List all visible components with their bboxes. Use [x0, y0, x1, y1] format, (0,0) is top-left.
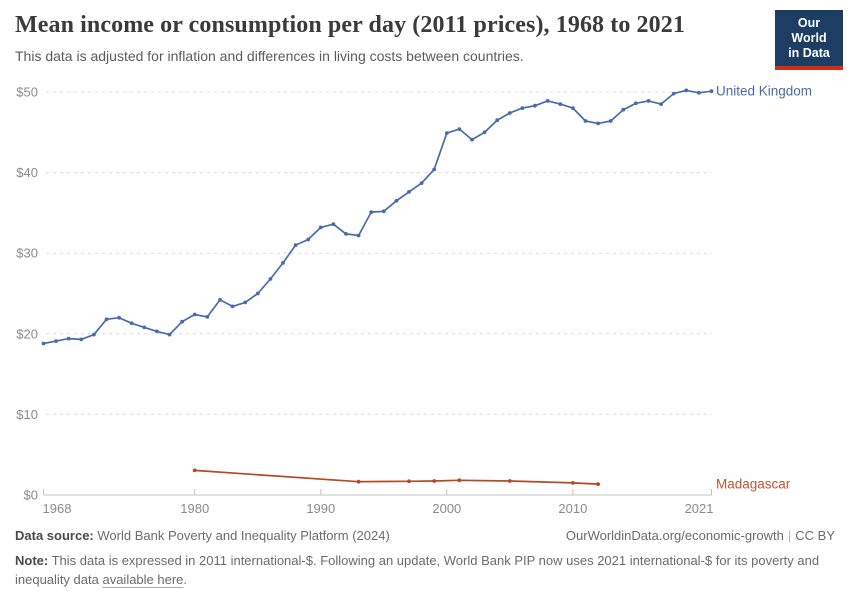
y-axis-label-30: $30 [16, 246, 38, 261]
note-body: This data is expressed in 2011 internati… [15, 553, 820, 587]
point-madagascar-1999 [432, 479, 437, 483]
point-united-kingdom-1993 [356, 233, 361, 238]
point-united-kingdom-2018 [671, 91, 676, 96]
point-madagascar-1980 [192, 468, 197, 473]
point-united-kingdom-1979 [180, 319, 185, 324]
point-united-kingdom-1975 [129, 321, 134, 326]
point-united-kingdom-1971 [79, 337, 84, 342]
point-united-kingdom-2006 [520, 106, 525, 110]
point-united-kingdom-1997 [407, 190, 411, 194]
series-label-madagascar: Madagascar [716, 477, 791, 492]
point-united-kingdom-2009 [558, 102, 563, 106]
point-united-kingdom-2017 [659, 102, 663, 106]
point-united-kingdom-2012 [596, 121, 600, 126]
point-united-kingdom-2015 [634, 101, 638, 106]
point-united-kingdom-1999 [432, 167, 437, 172]
owid-logo-text-line1: Our World [791, 16, 827, 45]
point-united-kingdom-1968 [41, 341, 46, 346]
point-united-kingdom-1977 [155, 329, 159, 334]
point-united-kingdom-1990 [318, 225, 323, 230]
data-source-label: Data source: [15, 528, 94, 543]
point-united-kingdom-1986 [268, 277, 273, 281]
line-madagascar [193, 469, 599, 485]
point-united-kingdom-1976 [142, 325, 147, 330]
y-axis-label-20: $20 [16, 326, 38, 341]
data-source: Data source: World Bank Poverty and Ineq… [15, 528, 390, 543]
y-axis-label-40: $40 [16, 165, 38, 180]
point-united-kingdom-1985 [255, 291, 260, 296]
point-united-kingdom-1995 [381, 209, 386, 214]
y-axis-label-10: $10 [16, 407, 38, 422]
point-united-kingdom-1994 [369, 210, 374, 215]
point-madagascar-2001 [457, 478, 462, 483]
point-united-kingdom-2010 [571, 106, 575, 110]
point-united-kingdom-1982 [218, 298, 222, 302]
point-united-kingdom-1983 [230, 304, 235, 309]
x-axis-label-2000: 2000 [432, 501, 461, 516]
point-united-kingdom-1991 [331, 222, 336, 227]
point-united-kingdom-2002 [470, 137, 474, 142]
note-period: . [183, 572, 188, 587]
x-axis-label-1968: 1968 [43, 501, 72, 516]
point-madagascar-2005 [507, 479, 512, 483]
point-united-kingdom-1989 [306, 237, 311, 242]
point-united-kingdom-1988 [293, 243, 298, 248]
point-united-kingdom-2013 [608, 119, 613, 123]
x-axis-label-2010: 2010 [558, 501, 587, 516]
point-united-kingdom-1980 [192, 312, 197, 317]
attribution-separator: | [787, 528, 792, 543]
attribution: OurWorldinData.org/economic-growth | CC BY [566, 528, 835, 543]
point-united-kingdom-1987 [281, 261, 285, 265]
data-source-value: World Bank Poverty and Inequality Platfo… [97, 528, 390, 543]
point-united-kingdom-1984 [243, 300, 248, 305]
footer-source-row: Data source: World Bank Poverty and Ineq… [15, 528, 835, 543]
point-united-kingdom-2004 [495, 118, 500, 123]
point-united-kingdom-2019 [684, 88, 689, 93]
series-label-united-kingdom: United Kingdom [716, 84, 812, 99]
x-axis-label-1990: 1990 [306, 501, 335, 516]
page-title: Mean income or consumption per day (2011… [15, 12, 685, 38]
license-label: CC BY [795, 528, 835, 543]
point-madagascar-1993 [356, 479, 361, 484]
point-united-kingdom-2011 [583, 119, 588, 123]
point-united-kingdom-2005 [507, 111, 512, 115]
point-united-kingdom-1978 [167, 332, 172, 337]
owid-logo-text-line2: in Data [788, 46, 830, 60]
point-madagascar-2012 [596, 482, 600, 486]
point-madagascar-2010 [571, 481, 575, 485]
point-madagascar-1997 [407, 479, 411, 484]
y-axis-label-50: $50 [16, 85, 38, 100]
point-united-kingdom-1974 [117, 315, 121, 320]
point-united-kingdom-2001 [457, 127, 462, 131]
chart-note: Note: This data is expressed in 2011 int… [15, 551, 843, 589]
note-label: Note: [15, 553, 49, 568]
permalink-link[interactable]: OurWorldinData.org/economic-growth [565, 528, 784, 543]
point-united-kingdom-2008 [545, 99, 550, 103]
available-here-link[interactable]: available here [102, 572, 184, 587]
y-axis-label-0: $0 [24, 488, 38, 503]
point-united-kingdom-2020 [697, 90, 701, 95]
point-united-kingdom-1998 [419, 181, 424, 186]
point-united-kingdom-1981 [205, 315, 210, 319]
line-chart: $0 $10 $20 $30 $40 $50 1968 1980 1990 2000 2010 202… [16, 84, 812, 516]
point-united-kingdom-1970 [66, 336, 71, 341]
point-united-kingdom-2000 [444, 131, 449, 136]
chart-subtitle: This data is adjusted for inflation and … [15, 48, 524, 64]
point-united-kingdom-1996 [394, 198, 399, 203]
point-united-kingdom-2014 [621, 107, 626, 112]
point-united-kingdom-2016 [646, 99, 651, 103]
x-axis-label-1980: 1980 [180, 501, 209, 516]
line-united-kingdom [42, 89, 713, 345]
point-united-kingdom-1972 [92, 332, 96, 337]
point-united-kingdom-2003 [482, 130, 487, 135]
owid-logo[interactable]: Our World in Data [775, 10, 843, 70]
point-united-kingdom-1969 [54, 339, 58, 343]
point-united-kingdom-1992 [344, 232, 348, 236]
point-united-kingdom-1973 [104, 317, 109, 322]
point-united-kingdom-2021 [709, 89, 714, 94]
point-united-kingdom-2007 [533, 103, 537, 108]
x-axis-label-2021: 2021 [685, 501, 714, 516]
